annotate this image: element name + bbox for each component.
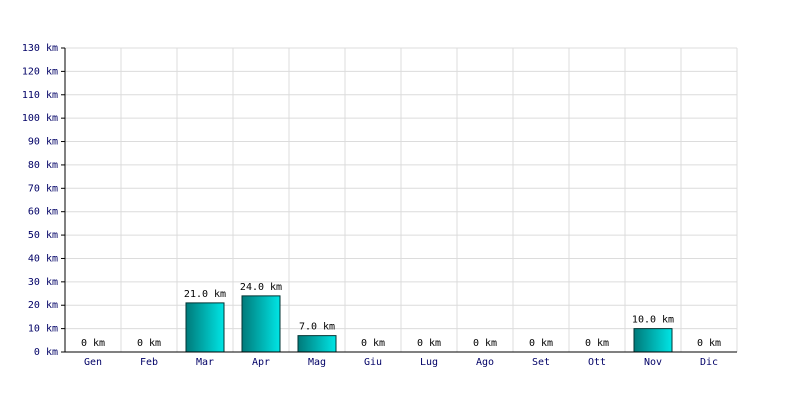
bar [297, 335, 337, 353]
value-label: 0 km [137, 338, 161, 349]
x-tick-label: Lug [420, 357, 438, 368]
value-label: 0 km [361, 338, 385, 349]
value-label: 0 km [585, 338, 609, 349]
x-tick-label: Ott [588, 357, 606, 368]
value-label: 7.0 km [299, 322, 335, 333]
x-tick-label: Mag [308, 357, 326, 368]
value-label: 0 km [81, 338, 105, 349]
value-label: 21.0 km [184, 289, 226, 300]
x-tick-label: Apr [252, 357, 270, 368]
bar [241, 295, 281, 353]
y-tick-label: 40 km [28, 253, 58, 264]
bar [633, 328, 673, 353]
y-tick-label: 0 km [34, 347, 58, 358]
x-tick-label: Gen [84, 357, 102, 368]
y-tick-label: 120 km [22, 66, 58, 77]
y-tick-label: 130 km [22, 43, 58, 54]
y-tick-label: 20 km [28, 300, 58, 311]
value-label: 0 km [473, 338, 497, 349]
value-label: 24.0 km [240, 282, 282, 293]
x-tick-label: Nov [644, 357, 662, 368]
value-label: 0 km [417, 338, 441, 349]
y-tick-label: 110 km [22, 90, 58, 101]
x-tick-label: Ago [476, 357, 494, 368]
y-tick-label: 90 km [28, 137, 58, 148]
y-tick-label: 80 km [28, 160, 58, 171]
y-tick-label: 100 km [22, 113, 58, 124]
x-tick-label: Feb [140, 357, 158, 368]
x-tick-label: Set [532, 357, 550, 368]
y-tick-label: 60 km [28, 207, 58, 218]
x-tick-label: Dic [700, 357, 718, 368]
value-label: 0 km [529, 338, 553, 349]
x-tick-label: Mar [196, 357, 214, 368]
value-label: 0 km [697, 338, 721, 349]
value-label: 10.0 km [632, 315, 674, 326]
y-tick-label: 30 km [28, 277, 58, 288]
y-tick-label: 70 km [28, 183, 58, 194]
y-tick-label: 50 km [28, 230, 58, 241]
y-tick-label: 10 km [28, 324, 58, 335]
x-tick-label: Giu [364, 357, 382, 368]
bar [185, 302, 225, 353]
